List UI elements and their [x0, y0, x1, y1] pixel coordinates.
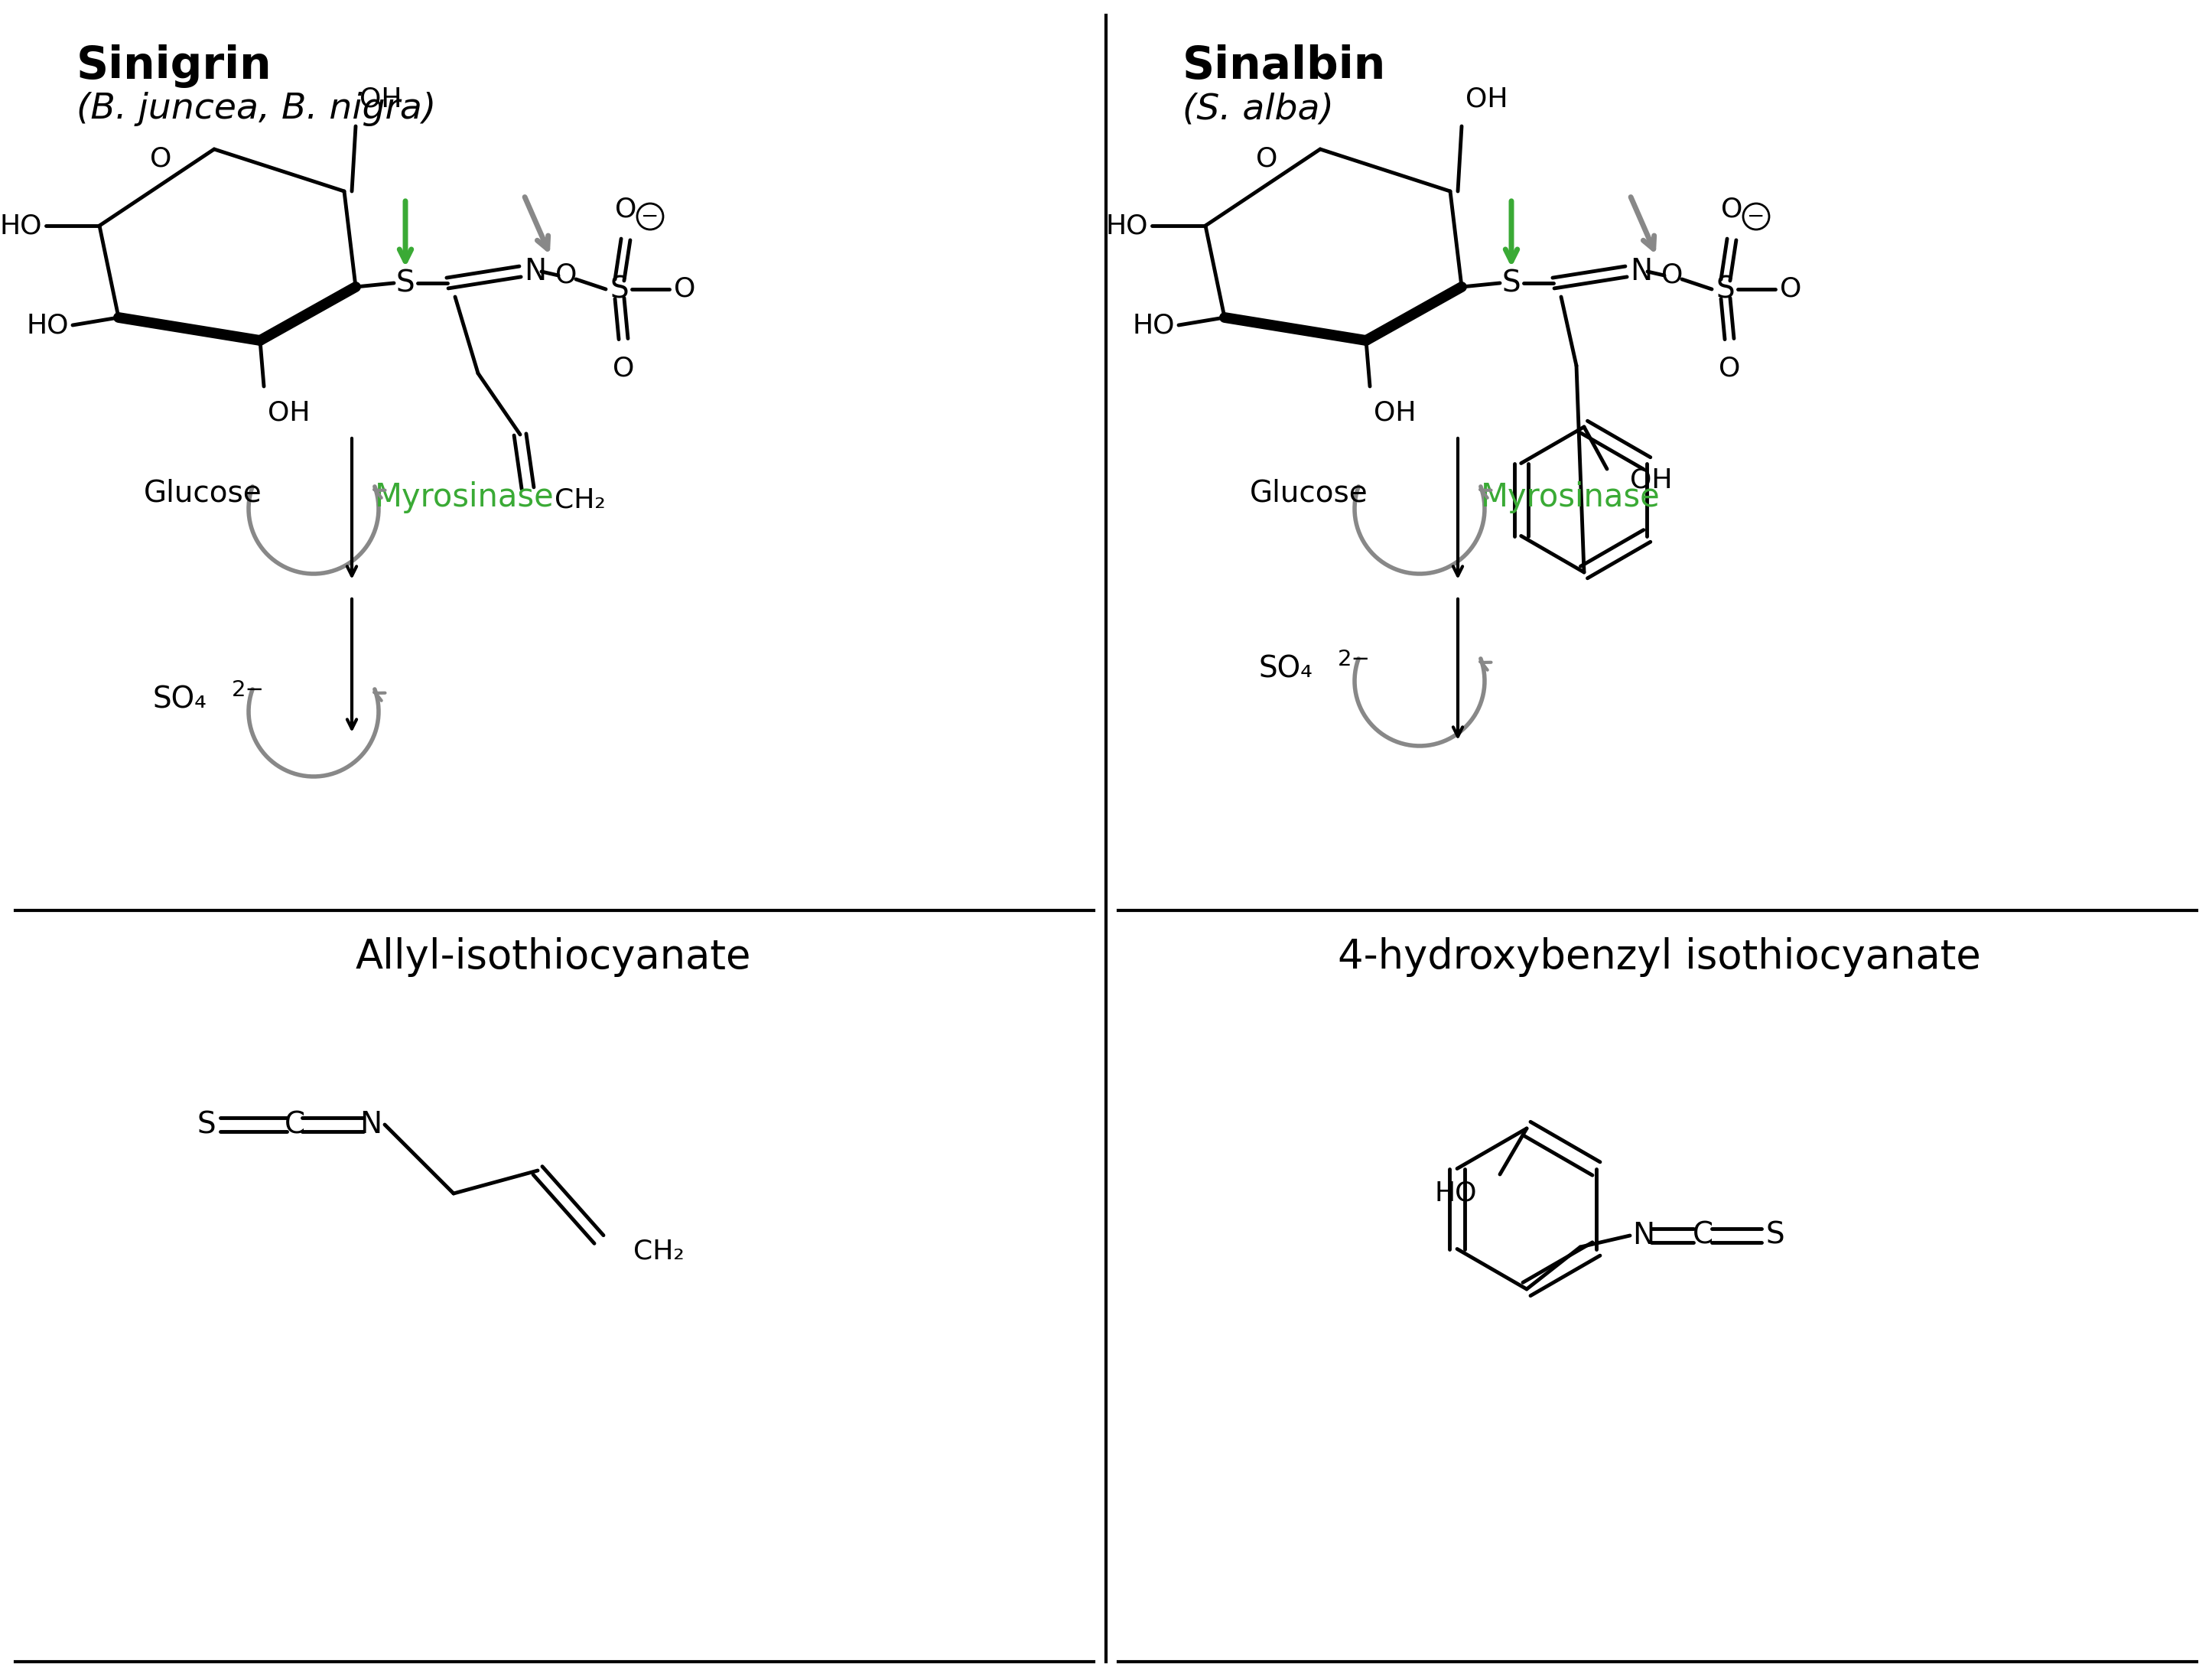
Text: HO: HO — [1106, 213, 1148, 238]
Text: CH₂: CH₂ — [555, 486, 606, 513]
Text: S: S — [1717, 275, 1734, 304]
Text: O: O — [1781, 277, 1801, 302]
Text: O: O — [1719, 356, 1741, 382]
Text: Sinalbin: Sinalbin — [1183, 44, 1387, 87]
Text: O: O — [1661, 262, 1683, 288]
Text: OH: OH — [1374, 401, 1416, 426]
Text: O: O — [613, 356, 635, 382]
Text: −: − — [1747, 206, 1765, 226]
Text: OH: OH — [1467, 87, 1509, 112]
Text: CH₂: CH₂ — [633, 1238, 684, 1264]
Text: O: O — [150, 146, 173, 173]
Text: S: S — [1765, 1221, 1785, 1249]
Text: Glucose: Glucose — [144, 480, 261, 508]
Text: 2−: 2− — [1338, 649, 1371, 671]
Text: OH: OH — [1630, 468, 1672, 493]
Text: 2−: 2− — [232, 679, 265, 701]
Text: O: O — [1721, 196, 1743, 223]
Text: C: C — [1692, 1221, 1712, 1249]
Text: S: S — [396, 268, 416, 297]
Text: Sinigrin: Sinigrin — [77, 44, 272, 87]
Text: 4-hydroxybenzyl isothiocyanate: 4-hydroxybenzyl isothiocyanate — [1338, 937, 1980, 978]
Text: Glucose: Glucose — [1250, 480, 1367, 508]
Text: O: O — [555, 262, 577, 288]
Text: S: S — [197, 1110, 217, 1139]
Text: SO₄: SO₄ — [153, 686, 206, 714]
Text: HO: HO — [27, 312, 69, 339]
Text: C: C — [283, 1110, 305, 1139]
Text: Myrosinase: Myrosinase — [1480, 481, 1661, 513]
Text: −: − — [641, 206, 659, 226]
Text: S: S — [611, 275, 628, 304]
Text: (B. juncea, B. nigra): (B. juncea, B. nigra) — [77, 92, 436, 126]
Text: N: N — [361, 1110, 383, 1139]
Text: O: O — [1256, 146, 1279, 173]
Text: (S. alba): (S. alba) — [1183, 92, 1334, 126]
Text: OH: OH — [268, 401, 310, 426]
Text: O: O — [615, 196, 637, 223]
Text: N: N — [1630, 257, 1652, 287]
Text: Myrosinase: Myrosinase — [374, 481, 555, 513]
Text: HO: HO — [1436, 1181, 1478, 1206]
Text: Allyl-isothiocyanate: Allyl-isothiocyanate — [356, 937, 750, 978]
Text: S: S — [1502, 268, 1522, 297]
Text: N: N — [1632, 1221, 1655, 1249]
Text: HO: HO — [1133, 312, 1175, 339]
Text: O: O — [675, 277, 695, 302]
Text: N: N — [524, 257, 546, 287]
Text: HO: HO — [0, 213, 42, 238]
Text: SO₄: SO₄ — [1259, 656, 1312, 684]
Text: OH: OH — [361, 87, 403, 112]
